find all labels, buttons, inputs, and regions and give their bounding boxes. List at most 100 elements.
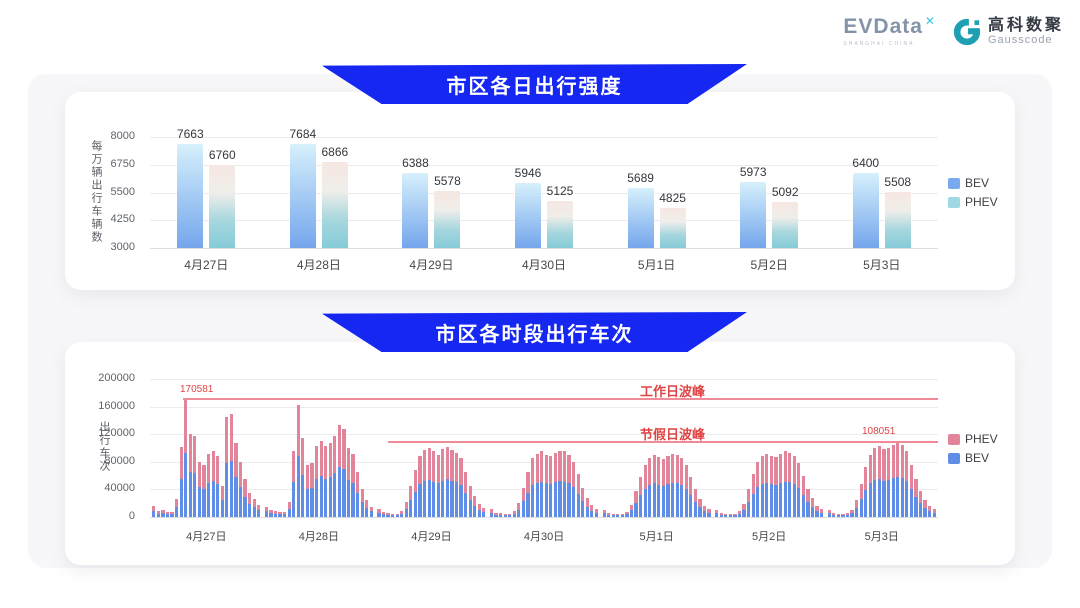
stacked-bar bbox=[845, 512, 850, 517]
stacked-bar bbox=[607, 512, 611, 517]
stacked-bar bbox=[211, 450, 215, 517]
bev-segment bbox=[836, 515, 840, 517]
phev-segment bbox=[719, 512, 723, 515]
bev-value-label: 6388 bbox=[402, 155, 429, 170]
phev-segment bbox=[521, 488, 526, 502]
y-tick-label: 160000 bbox=[98, 399, 135, 412]
bev-segment bbox=[445, 479, 449, 517]
bev-segment bbox=[891, 478, 895, 517]
phev-bar bbox=[772, 201, 799, 248]
phev-segment bbox=[909, 465, 913, 490]
bev-segment bbox=[400, 513, 404, 517]
stacked-bar bbox=[756, 461, 760, 517]
stacked-bar bbox=[719, 512, 723, 517]
bev-segment bbox=[369, 511, 373, 517]
bev-segment bbox=[886, 479, 891, 517]
y-tick-label: 5500 bbox=[110, 185, 135, 198]
bev-segment bbox=[508, 515, 512, 517]
gridline bbox=[150, 434, 938, 436]
phev-segment bbox=[342, 428, 346, 470]
bev-segment bbox=[657, 484, 661, 517]
x-axis-label: 4月27日 bbox=[186, 531, 227, 543]
stacked-bar bbox=[886, 448, 891, 517]
phev-segment bbox=[675, 454, 679, 484]
stacked-bar bbox=[827, 510, 831, 517]
stacked-bar bbox=[161, 509, 165, 517]
phev-segment bbox=[413, 470, 418, 492]
phev-segment bbox=[553, 452, 557, 483]
gridline bbox=[150, 248, 938, 249]
bev-segment bbox=[225, 462, 229, 517]
bev-swatch-icon bbox=[948, 177, 960, 189]
legend-item-bev[interactable]: BEV bbox=[948, 176, 998, 190]
x-axis-label: 4月28日 bbox=[298, 531, 340, 543]
stacked-bar bbox=[836, 513, 840, 517]
phev-segment bbox=[810, 498, 815, 507]
phev-segment bbox=[499, 513, 503, 515]
phev-segment bbox=[841, 513, 845, 516]
phev-segment bbox=[404, 501, 408, 509]
bev-segment bbox=[257, 510, 261, 517]
bev-segment bbox=[229, 461, 233, 517]
phev-segment bbox=[747, 489, 751, 503]
chart2-bars bbox=[150, 379, 938, 517]
stacked-bar bbox=[859, 483, 863, 517]
phev-segment bbox=[625, 511, 629, 515]
x-axis-label: 4月28日 bbox=[296, 258, 341, 272]
stacked-bar bbox=[810, 498, 815, 517]
phev-segment bbox=[634, 490, 638, 503]
phev-segment bbox=[648, 458, 652, 486]
bev-segment bbox=[404, 508, 408, 517]
stacked-bar bbox=[365, 499, 369, 517]
phev-segment bbox=[220, 485, 224, 501]
bev-segment bbox=[489, 512, 494, 517]
bev-segment bbox=[310, 487, 314, 517]
phev-segment bbox=[859, 483, 863, 500]
bev-segment bbox=[305, 489, 310, 517]
bev-segment bbox=[540, 481, 544, 517]
phev-segment bbox=[360, 489, 364, 503]
day-group bbox=[825, 379, 938, 517]
stacked-bar bbox=[625, 511, 629, 517]
stacked-bar bbox=[508, 513, 512, 517]
stacked-bar bbox=[328, 442, 332, 517]
phev-swatch-icon bbox=[948, 433, 960, 445]
bev-segment bbox=[724, 515, 728, 517]
legend-item-phev[interactable]: PHEV bbox=[948, 195, 998, 209]
phev-value-label: 6760 bbox=[208, 147, 236, 162]
phev-segment bbox=[643, 465, 647, 490]
legend-item-bev[interactable]: BEV bbox=[948, 451, 998, 465]
stacked-bar bbox=[900, 445, 904, 517]
bev-segment bbox=[792, 484, 796, 517]
bev-segment bbox=[873, 479, 877, 517]
stacked-bar bbox=[693, 489, 697, 517]
phev-segment bbox=[585, 497, 589, 507]
legend-item-phev[interactable]: PHEV bbox=[948, 432, 998, 446]
stacked-bar bbox=[264, 506, 268, 517]
bev-segment bbox=[161, 513, 165, 517]
bev-segment bbox=[859, 499, 863, 517]
phev-segment bbox=[489, 509, 494, 513]
phev-segment bbox=[305, 465, 310, 490]
bev-segment bbox=[684, 488, 688, 517]
phev-segment bbox=[616, 513, 620, 516]
stacked-bar bbox=[877, 445, 882, 517]
gridline bbox=[150, 379, 938, 380]
phev-segment bbox=[356, 472, 360, 493]
bev-segment bbox=[756, 487, 760, 517]
phev-segment bbox=[324, 445, 328, 479]
phev-segment bbox=[381, 512, 386, 515]
phev-segment bbox=[742, 503, 746, 510]
bev-segment bbox=[611, 515, 615, 517]
phev-segment bbox=[788, 452, 792, 483]
stacked-bar bbox=[422, 450, 427, 517]
gridline bbox=[150, 489, 938, 491]
phev-segment bbox=[850, 510, 854, 514]
bev-segment bbox=[896, 476, 900, 517]
phev-segment bbox=[391, 513, 395, 516]
bev-segment bbox=[418, 484, 422, 517]
phev-segment bbox=[206, 453, 211, 483]
phev-segment bbox=[216, 455, 220, 484]
chart1-bars: 7663 6760 7684 6866 6388 5578 5946 5125 5689 4825… bbox=[150, 127, 938, 248]
stacked-bar bbox=[220, 485, 224, 517]
